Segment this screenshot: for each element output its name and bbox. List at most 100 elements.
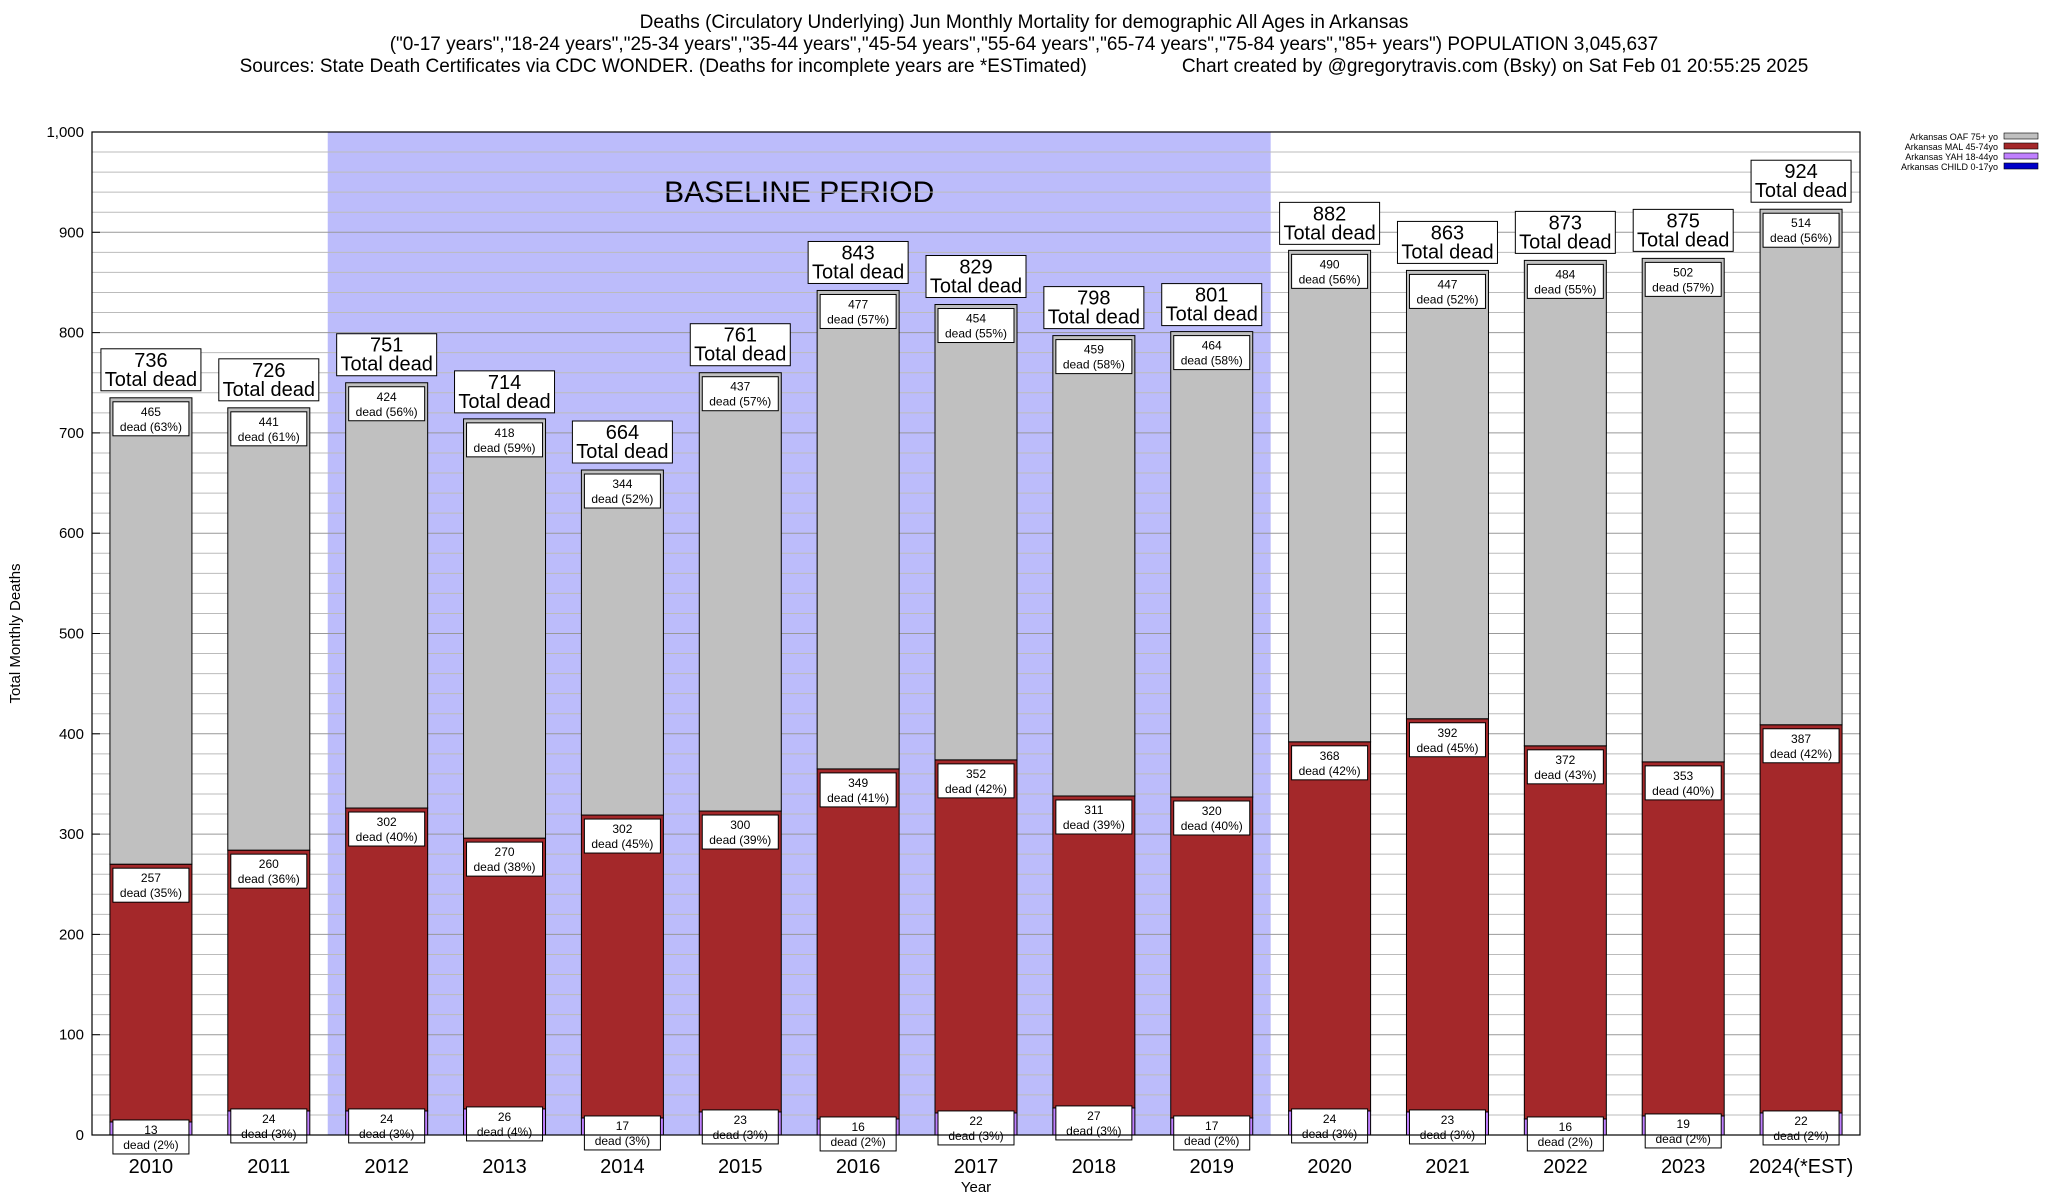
segment-label-box bbox=[230, 853, 308, 889]
segment-label-percent: dead (3%) bbox=[595, 1134, 650, 1148]
total-label-box bbox=[336, 333, 438, 377]
segment-label-percent: dead (3%) bbox=[359, 1127, 414, 1141]
segment-label-percent: dead (61%) bbox=[238, 430, 300, 444]
segment-label-value: 484 bbox=[1555, 267, 1575, 281]
bar-segment bbox=[1170, 331, 1254, 798]
segment-label-value: 16 bbox=[851, 1120, 865, 1134]
bar-segment bbox=[1523, 745, 1607, 1120]
segment-label-percent: dead (41%) bbox=[827, 791, 889, 805]
segment-label-box bbox=[1055, 799, 1133, 835]
total-label-box bbox=[689, 323, 791, 367]
segment-label-box bbox=[1526, 263, 1604, 299]
segment-label-value: 302 bbox=[612, 822, 632, 836]
segment-label-value: 490 bbox=[1320, 257, 1340, 271]
segment-label-value: 24 bbox=[1323, 1112, 1337, 1126]
segment-label-value: 349 bbox=[848, 776, 868, 790]
segment-label-box bbox=[1291, 1108, 1369, 1144]
legend-label: Arkansas YAH 18-44yo bbox=[1905, 152, 1998, 162]
segment-label-box bbox=[1762, 1110, 1840, 1146]
total-label-box bbox=[1750, 159, 1852, 203]
bar-segment bbox=[109, 397, 193, 865]
bar-segment bbox=[463, 418, 547, 839]
segment-label-percent: dead (2%) bbox=[1538, 1135, 1593, 1149]
bar-segment bbox=[1759, 208, 1843, 726]
segment-label-box bbox=[348, 1108, 426, 1144]
chart-sources: Sources: State Death Certificates via CD… bbox=[239, 56, 1087, 77]
bar-segment bbox=[1052, 335, 1136, 797]
segment-label-percent: dead (3%) bbox=[1302, 1127, 1357, 1141]
segment-label-box bbox=[937, 763, 1015, 799]
segment-label-percent: dead (52%) bbox=[591, 492, 653, 506]
total-label-value: 882 bbox=[1313, 203, 1346, 225]
total-label-text: Total dead bbox=[576, 441, 668, 463]
segment-label-percent: dead (4%) bbox=[477, 1125, 532, 1139]
segment-label-value: 424 bbox=[377, 390, 397, 404]
segment-label-value: 24 bbox=[262, 1112, 276, 1126]
segment-label-percent: dead (40%) bbox=[356, 830, 418, 844]
segment-label-value: 22 bbox=[969, 1114, 983, 1128]
total-label-value: 863 bbox=[1431, 222, 1464, 244]
y-tick-label: 900 bbox=[59, 224, 84, 241]
segment-label-box bbox=[937, 1110, 1015, 1146]
segment-label-value: 459 bbox=[1084, 343, 1104, 357]
bar-segment bbox=[1523, 259, 1607, 747]
total-label-value: 829 bbox=[959, 257, 992, 279]
segment-label-percent: dead (56%) bbox=[1299, 272, 1361, 286]
bar-segment bbox=[934, 759, 1018, 1114]
segment-label-percent: dead (57%) bbox=[709, 395, 771, 409]
y-axis-label: Total Monthly Deaths bbox=[7, 563, 24, 703]
y-tick-label: 700 bbox=[59, 425, 84, 442]
segment-label-percent: dead (63%) bbox=[120, 420, 182, 434]
x-tick-label: 2021 bbox=[1425, 1156, 1470, 1178]
segment-label-box bbox=[701, 1109, 779, 1145]
segment-label-value: 24 bbox=[380, 1112, 394, 1126]
segment-label-box bbox=[230, 411, 308, 447]
segment-label-box bbox=[112, 1119, 190, 1155]
segment-label-value: 13 bbox=[144, 1123, 158, 1137]
total-label-text: Total dead bbox=[223, 379, 315, 401]
total-label-text: Total dead bbox=[458, 391, 550, 413]
segment-label-value: 514 bbox=[1791, 216, 1811, 230]
chart-credit: Chart created by @gregorytravis.com (Bsk… bbox=[1181, 56, 1809, 77]
segment-label-percent: dead (39%) bbox=[709, 833, 771, 847]
segment-label-box bbox=[1173, 335, 1251, 371]
segment-label-value: 465 bbox=[141, 405, 161, 419]
legend-swatch bbox=[2003, 142, 2039, 150]
segment-label-percent: dead (45%) bbox=[591, 837, 653, 851]
segment-label-value: 23 bbox=[734, 1113, 748, 1127]
segment-label-percent: dead (59%) bbox=[474, 441, 536, 455]
y-tick-label: 300 bbox=[59, 826, 84, 843]
segment-label-value: 441 bbox=[259, 415, 279, 429]
segment-label-box bbox=[1762, 728, 1840, 764]
total-label-box bbox=[1632, 208, 1734, 252]
total-label-value: 736 bbox=[134, 350, 167, 372]
segment-label-box bbox=[583, 1115, 661, 1151]
segment-label-box bbox=[1291, 253, 1369, 289]
segment-label-value: 392 bbox=[1437, 726, 1457, 740]
x-tick-label: 2020 bbox=[1307, 1156, 1352, 1178]
segment-label-percent: dead (38%) bbox=[474, 860, 536, 874]
segment-label-percent: dead (40%) bbox=[1181, 819, 1243, 833]
segment-label-box bbox=[348, 386, 426, 422]
bar-segment bbox=[816, 289, 900, 770]
segment-label-percent: dead (42%) bbox=[945, 782, 1007, 796]
bar-segment bbox=[1052, 795, 1136, 1109]
segment-label-percent: dead (55%) bbox=[945, 327, 1007, 341]
x-tick-label: 2019 bbox=[1189, 1156, 1234, 1178]
bar-segment bbox=[1288, 249, 1372, 743]
total-label-box bbox=[925, 255, 1027, 299]
segment-label-percent: dead (3%) bbox=[948, 1129, 1003, 1143]
total-label-value: 761 bbox=[724, 325, 757, 347]
segment-label-box bbox=[1644, 765, 1722, 801]
total-label-box bbox=[571, 420, 673, 464]
segment-label-box bbox=[1291, 745, 1369, 781]
segment-label-percent: dead (42%) bbox=[1299, 764, 1361, 778]
bar-segment bbox=[345, 807, 429, 1112]
total-label-text: Total dead bbox=[1283, 222, 1375, 244]
segment-label-box bbox=[583, 818, 661, 854]
bar-segment bbox=[934, 304, 1018, 761]
segment-label-box bbox=[701, 376, 779, 412]
bar-segment bbox=[109, 863, 193, 1123]
chart-sources-line: Sources: State Death Certificates via CD… bbox=[0, 56, 2048, 78]
segment-label-box bbox=[1762, 212, 1840, 248]
